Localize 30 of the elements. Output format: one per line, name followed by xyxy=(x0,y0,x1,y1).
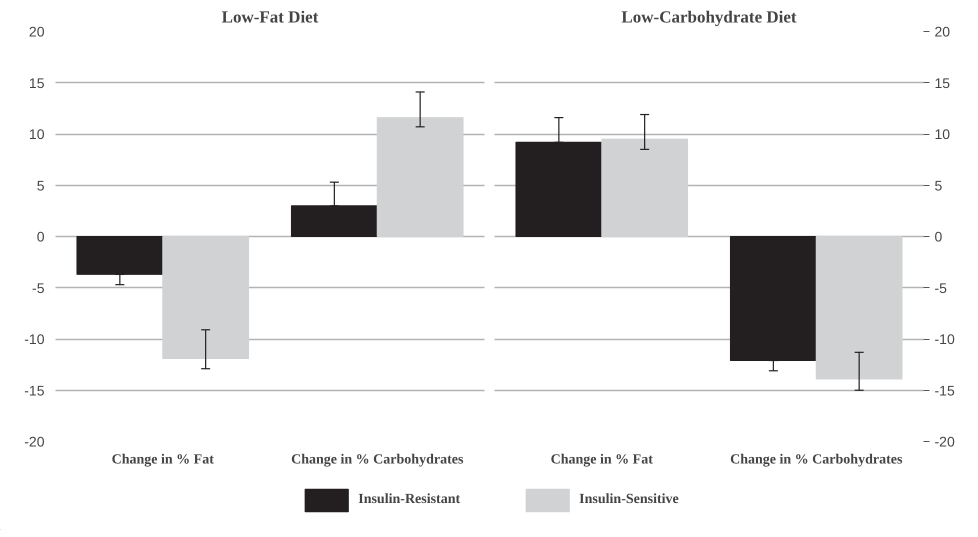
y-tick-label: 20 xyxy=(28,24,45,40)
y-tick-label: 15 xyxy=(934,74,950,91)
y-tick-label: 15 xyxy=(28,74,45,91)
bar xyxy=(601,138,688,237)
y-tick-label: -10 xyxy=(934,331,955,347)
y-tick-label: 0 xyxy=(36,228,45,244)
x-tick-label: Change in % Carbohydrates xyxy=(291,452,464,468)
y-tick-label: -20 xyxy=(24,434,45,450)
bar xyxy=(816,236,903,380)
y-tick-label: 10 xyxy=(934,126,950,142)
bar xyxy=(162,236,250,359)
y-tick-label: -20 xyxy=(934,434,955,450)
x-tick-label: Change in % Carbohydrates xyxy=(730,452,903,468)
chart-title: Low-Fat Diet xyxy=(222,8,319,26)
y-tick-label: 0 xyxy=(934,228,942,244)
y-tick-label: -10 xyxy=(24,331,45,347)
x-tick-label: Change in % Fat xyxy=(112,452,214,468)
y-tick-label: -5 xyxy=(32,280,45,296)
y-tick-label: -15 xyxy=(934,382,955,398)
legend-label: Insulin-Sensitive xyxy=(579,492,679,508)
y-tick-label: 5 xyxy=(934,177,942,194)
y-tick-label: -15 xyxy=(24,382,45,398)
y-tick-label: 5 xyxy=(36,177,45,194)
bar xyxy=(376,117,464,237)
y-tick-label: 10 xyxy=(28,126,45,142)
chart-title: Low-Carbohydrate Diet xyxy=(621,8,797,26)
legend-label: Insulin-Resistant xyxy=(358,492,460,508)
y-tick-label: -5 xyxy=(934,280,948,296)
x-tick-label: Change in % Fat xyxy=(550,452,654,468)
y-tick-label: 20 xyxy=(934,24,950,40)
